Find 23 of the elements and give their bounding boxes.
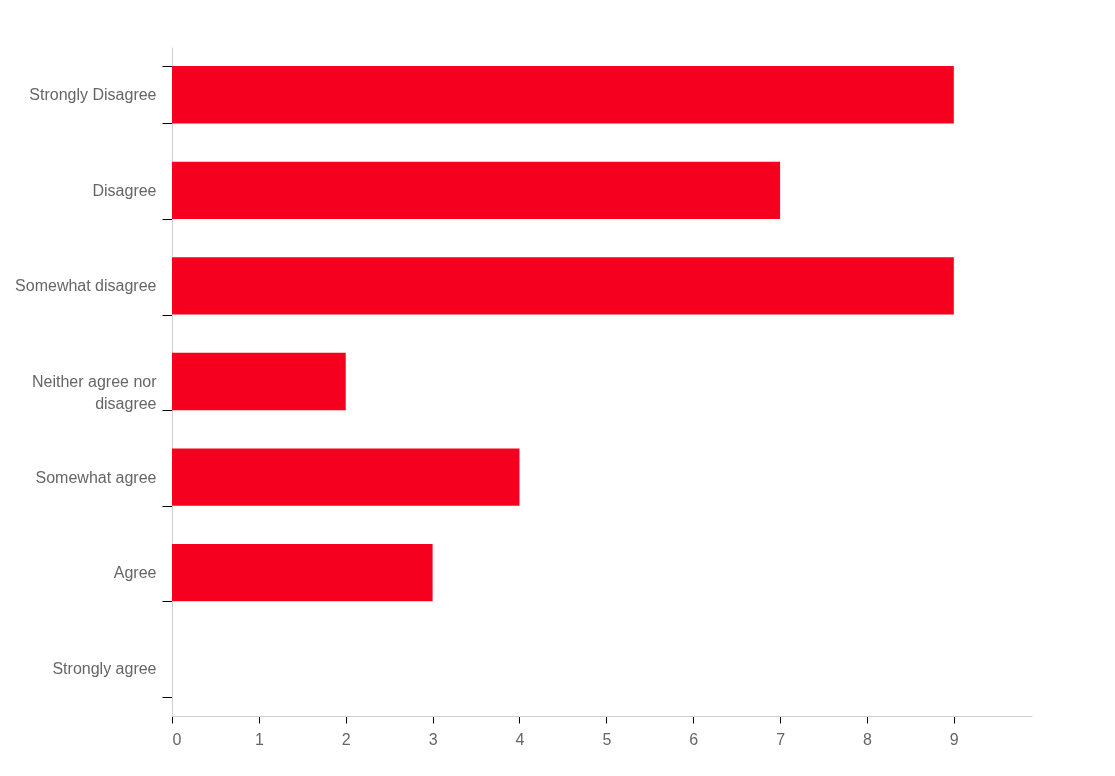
bar — [172, 543, 433, 602]
bar — [172, 161, 781, 220]
x-tick-label: 8 — [863, 730, 872, 748]
y-tick-label: Disagree — [92, 181, 157, 199]
x-tick-label: 1 — [254, 730, 264, 748]
y-tick-label: Strongly Disagree — [29, 86, 157, 104]
y-tick-label: Agree — [113, 564, 157, 582]
x-tick-label: 0 — [172, 730, 182, 748]
x-tick-label: 9 — [949, 730, 959, 748]
x-tick-label: 3 — [428, 730, 438, 748]
x-tick-label: 7 — [776, 730, 786, 748]
x-tick-label: 2 — [341, 730, 351, 748]
y-tick-label: Strongly agree — [52, 659, 157, 677]
y-tick-label: Somewhat disagree — [15, 277, 157, 295]
x-tick-label: 4 — [515, 730, 525, 748]
bar — [172, 448, 520, 506]
y-tick-label: Neither agree nor disagree — [31, 373, 158, 412]
bar — [172, 257, 954, 315]
x-tick-label: 5 — [602, 730, 612, 748]
x-tick-label: 6 — [689, 730, 699, 748]
y-tick-label: Somewhat agree — [35, 468, 157, 486]
bar — [172, 66, 954, 124]
bar — [172, 352, 346, 411]
